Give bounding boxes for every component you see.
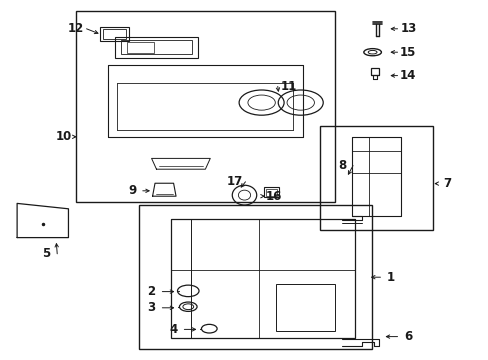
Bar — [370, 68, 379, 76]
Text: 5: 5 — [42, 247, 50, 260]
Bar — [171, 219, 354, 338]
Bar — [103, 29, 125, 39]
Bar — [115, 37, 198, 58]
Text: 6: 6 — [404, 330, 411, 343]
Bar — [265, 189, 276, 196]
Bar — [276, 284, 334, 331]
Text: 9: 9 — [128, 184, 136, 197]
Bar — [139, 205, 371, 349]
Text: 11: 11 — [280, 80, 296, 93]
Text: 8: 8 — [338, 159, 346, 172]
Text: 16: 16 — [265, 190, 282, 203]
Text: 4: 4 — [169, 323, 177, 336]
Text: 2: 2 — [147, 285, 155, 298]
Text: 7: 7 — [443, 177, 450, 190]
Text: 10: 10 — [55, 130, 72, 143]
Text: 13: 13 — [399, 22, 416, 35]
Text: 17: 17 — [226, 175, 243, 188]
Bar — [127, 42, 154, 53]
Text: 3: 3 — [147, 301, 155, 314]
Bar — [100, 27, 128, 41]
Bar — [121, 40, 192, 54]
Bar — [76, 11, 334, 202]
Bar — [320, 126, 432, 230]
Text: 14: 14 — [399, 69, 416, 82]
Text: 12: 12 — [67, 22, 84, 35]
Text: 1: 1 — [386, 271, 394, 284]
Text: 15: 15 — [399, 46, 416, 59]
Bar — [264, 187, 278, 197]
